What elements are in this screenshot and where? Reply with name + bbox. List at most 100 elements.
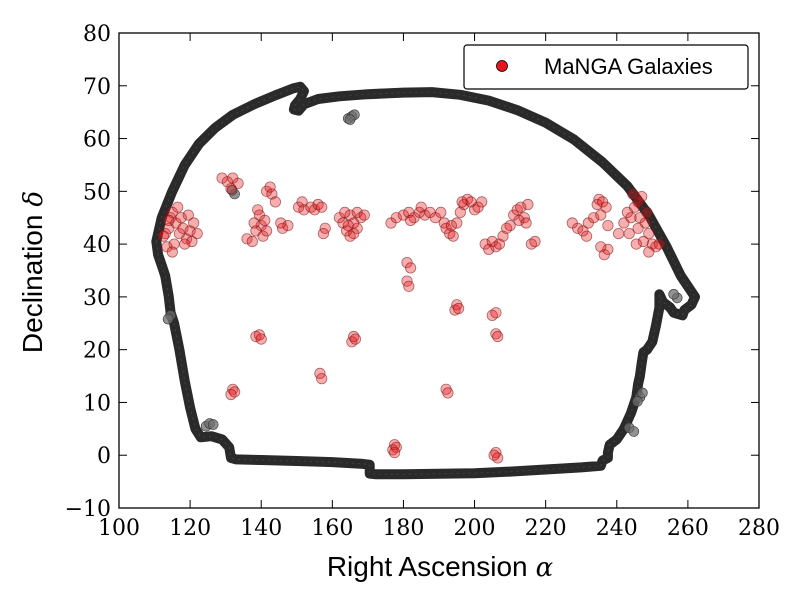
galaxy-point xyxy=(632,222,644,234)
galaxy-point xyxy=(225,183,237,195)
galaxy-point xyxy=(351,206,363,218)
galaxy-point xyxy=(492,330,504,343)
galaxy-point xyxy=(623,228,635,240)
galaxy-point xyxy=(415,201,427,213)
galaxy-point xyxy=(188,217,200,229)
galaxy-point xyxy=(260,225,273,237)
legend: MaNGA Galaxies xyxy=(463,44,749,90)
x-tick-label: 200 xyxy=(454,516,496,541)
galaxy-point xyxy=(241,233,253,245)
galaxy-point xyxy=(177,222,189,234)
x-tick-label: 180 xyxy=(382,516,424,541)
footprint-point xyxy=(668,288,680,300)
galaxy-point xyxy=(442,387,454,399)
galaxy-point xyxy=(172,201,184,213)
galaxy-point xyxy=(186,235,198,248)
footprint-boundary-texture xyxy=(155,86,696,475)
x-tick-label: 220 xyxy=(525,516,567,541)
galaxy-point xyxy=(637,235,650,248)
y-tick-label: 0 xyxy=(97,444,111,469)
x-axis-label: Right Ascension α xyxy=(327,551,554,583)
galaxy-point xyxy=(580,230,593,242)
galaxy-point xyxy=(490,307,502,319)
galaxy-point xyxy=(358,209,370,221)
galaxy-point xyxy=(643,246,655,258)
footprint-point xyxy=(628,426,640,437)
galaxy-point xyxy=(612,228,625,240)
galaxy-point xyxy=(163,214,175,226)
galaxy-point xyxy=(166,246,178,258)
legend-label-manga: MaNGA Galaxies xyxy=(544,54,713,79)
x-tick-label: 100 xyxy=(98,516,140,541)
galaxy-point xyxy=(636,191,648,203)
x-tick-label: 260 xyxy=(667,516,709,541)
galaxy-point xyxy=(653,238,666,250)
galaxy-point xyxy=(264,181,276,193)
galaxy-point xyxy=(255,333,267,345)
galaxy-point xyxy=(595,209,607,221)
galaxy-point xyxy=(488,449,500,461)
galaxy-point xyxy=(529,235,541,248)
galaxy-point xyxy=(390,212,402,224)
axes-border xyxy=(118,32,760,509)
galaxy-point xyxy=(348,217,360,229)
galaxy-point xyxy=(269,196,281,208)
y-tick-label: −10 xyxy=(65,497,111,522)
plot-background xyxy=(119,33,759,508)
galaxy-point xyxy=(388,446,401,459)
galaxy-point xyxy=(179,238,191,250)
galaxy-point xyxy=(182,209,194,221)
galaxy-point xyxy=(316,373,328,385)
galaxy-point xyxy=(275,217,287,229)
galaxy-point xyxy=(625,212,637,224)
galaxy-point xyxy=(349,333,361,345)
galaxy-point xyxy=(451,217,463,229)
galaxy-point xyxy=(404,262,417,274)
x-tick-label: 120 xyxy=(169,516,211,541)
y-tick-label: 20 xyxy=(83,339,111,364)
footprint-point xyxy=(207,419,219,430)
y-tick-label: 30 xyxy=(83,286,111,311)
y-tick-label: 60 xyxy=(83,128,111,153)
x-tick-label: 240 xyxy=(596,516,638,541)
x-tick-label: 280 xyxy=(738,516,780,541)
y-tick-label: 70 xyxy=(83,75,111,100)
galaxy-point xyxy=(404,214,417,226)
y-tick-label: 50 xyxy=(83,180,111,205)
galaxy-point xyxy=(282,220,294,232)
galaxy-point xyxy=(221,176,233,188)
galaxy-point xyxy=(317,228,329,240)
x-tick-label: 160 xyxy=(311,516,353,541)
galaxy-point xyxy=(342,220,354,232)
footprint-point xyxy=(344,114,356,125)
galaxy-point xyxy=(630,238,642,250)
footprint-point xyxy=(632,396,643,407)
galaxy-point xyxy=(191,228,203,240)
axis-ticks: 100 120 140 160 180 200 220 240 260 280 −10 0 10 20 30… xyxy=(65,22,780,541)
y-axis-label: Declinationδ xyxy=(17,191,49,353)
galaxy-point xyxy=(175,212,187,224)
galaxy-point xyxy=(229,386,241,398)
galaxy-point xyxy=(588,212,600,224)
galaxy-point xyxy=(316,201,328,213)
galaxy-point xyxy=(252,204,264,216)
galaxy-point xyxy=(504,220,516,232)
galaxy-point xyxy=(602,220,614,232)
footprint-point xyxy=(162,313,174,325)
galaxy-point xyxy=(627,188,639,200)
galaxy-point xyxy=(602,243,614,255)
galaxy-point xyxy=(445,220,457,232)
galaxy-point xyxy=(157,230,169,242)
galaxy-point xyxy=(456,196,468,208)
galaxy-point xyxy=(572,222,584,234)
galaxy-point xyxy=(513,214,525,226)
legend-box xyxy=(463,44,749,90)
galaxy-point xyxy=(634,212,646,224)
galaxy-point xyxy=(339,206,351,218)
galaxy-point xyxy=(452,302,465,315)
galaxy-point xyxy=(595,241,607,253)
y-tick-label: 40 xyxy=(83,233,111,258)
galaxy-point xyxy=(600,201,612,213)
y-tick-label: 10 xyxy=(83,391,111,416)
